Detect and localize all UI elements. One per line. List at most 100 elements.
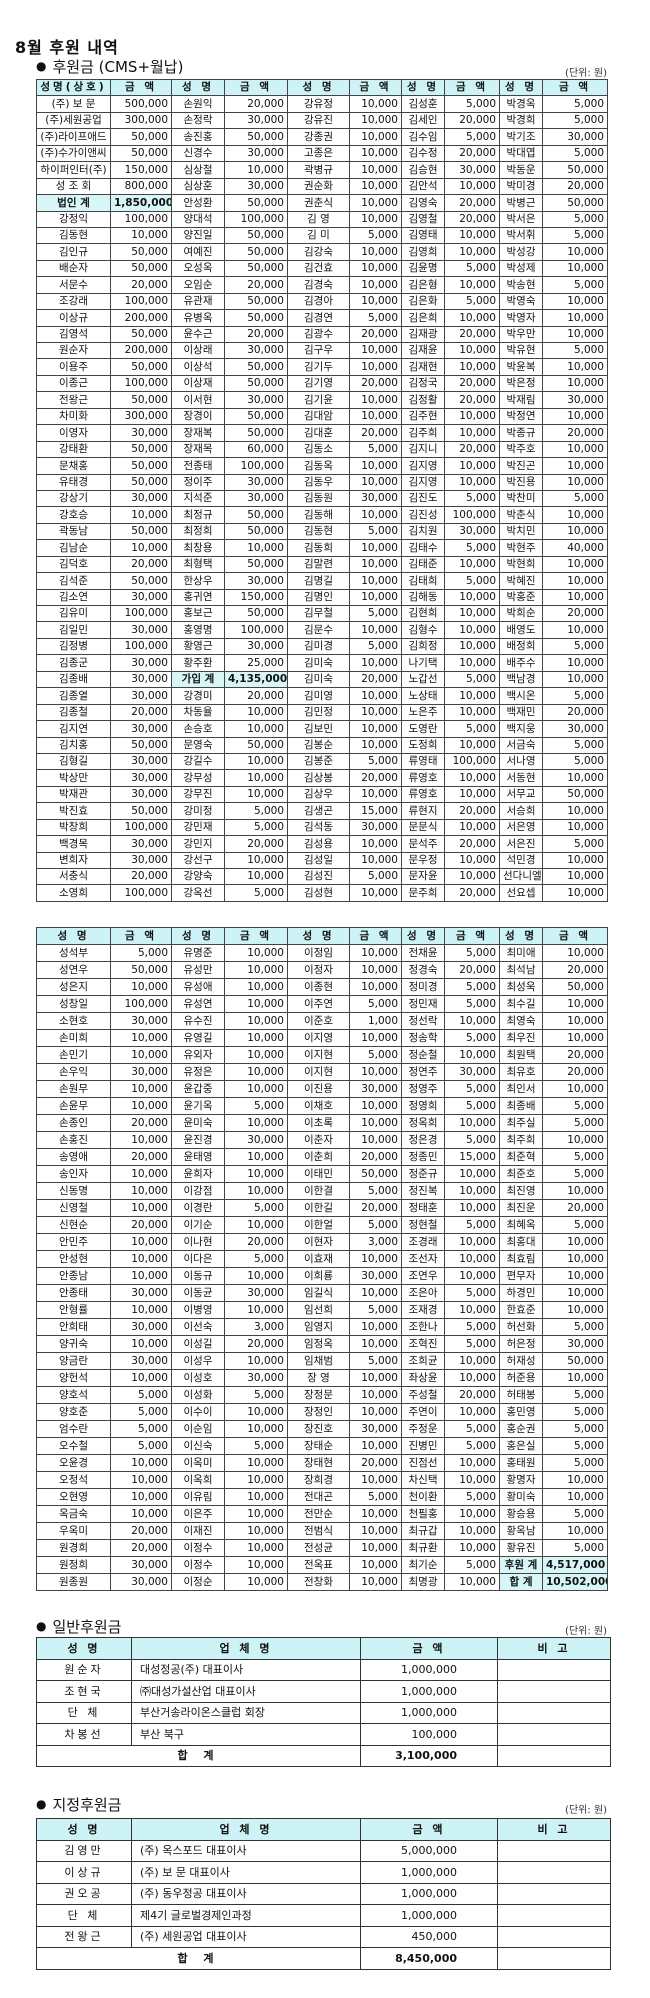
donor-name: 최정규 xyxy=(171,506,225,524)
donation-amount: 10,000 xyxy=(349,95,402,113)
donation-amount: 10,000 xyxy=(224,1080,288,1098)
donor-name: 서금숙 xyxy=(499,736,543,754)
column-header: 성 명 xyxy=(171,78,225,97)
donation-amount: 5,000 xyxy=(542,637,608,656)
donor-name: 이옥희 xyxy=(171,1471,225,1489)
donor-name: 이지현 xyxy=(287,1046,350,1064)
donation-amount: 800,000 xyxy=(110,177,172,196)
donor-name: 손원무 xyxy=(36,1080,111,1098)
donor-name: 김동우 xyxy=(287,473,350,491)
donation-amount: 20,000 xyxy=(444,961,500,979)
donation-amount: 10,000 xyxy=(349,210,402,228)
table-row: 김지연 30,000 손승호 10,000 김보민 10,000 도영란 5,000 백지웅 30… xyxy=(36,720,608,738)
donor-name: 배순자 xyxy=(36,259,111,278)
donation-amount: 100,000 xyxy=(110,884,172,902)
page-title: 8월 후원 내역 xyxy=(15,38,119,57)
table-row: 강호승 10,000 최정규 50,000 김동해 10,000 김진성 100,000 박춘식… xyxy=(36,506,608,524)
donor-name: 신경수 xyxy=(171,144,225,163)
donor-name: 김현희 xyxy=(401,604,445,623)
donor-name: 이태민 xyxy=(287,1165,350,1183)
table-row: 안종태 30,000 이동균 30,000 임길식 10,000 조은아 5,000 하경민 10… xyxy=(36,1284,608,1302)
donation-amount: 10,000 xyxy=(349,194,402,212)
donation-amount: 10,000 xyxy=(224,961,288,979)
donor-name: 노은주 xyxy=(401,703,445,722)
donation-amount: 20,000 xyxy=(349,374,402,393)
table-row: 송영애 20,000 윤태영 10,000 이춘희 20,000 정종민 15,000 최준혁 5… xyxy=(36,1148,608,1166)
donation-amount: 10,000 xyxy=(110,506,172,524)
donor-name: 성창일 xyxy=(36,995,111,1013)
donor-name: 강민지 xyxy=(171,835,225,853)
donor-name: 곽병규 xyxy=(287,161,350,179)
donor-name: 원경희 xyxy=(36,1539,111,1557)
donation-amount: 10,000 xyxy=(224,1301,288,1319)
donor-name: 한효준 xyxy=(499,1301,543,1319)
donor-name: 서승희 xyxy=(499,802,543,820)
table-row: 안종남 10,000 이동규 10,000 이희룡 30,000 조연우 10,000 편무자 1… xyxy=(36,1267,608,1285)
subtotal-label: 합 계 xyxy=(499,1573,543,1591)
donor-name: 강양숙 xyxy=(171,867,225,886)
donor-name: 신영철 xyxy=(36,1199,111,1217)
donor-name: 석민경 xyxy=(499,851,543,870)
donor-name: 김광수 xyxy=(287,325,350,344)
donation-amount: 25,000 xyxy=(224,654,288,672)
donor-name: 김동옥 xyxy=(287,457,350,475)
donor-name: 윤갑중 xyxy=(171,1080,225,1098)
table-row: 김종철 20,000 차동율 10,000 김민정 10,000 노은주 10,000 백재민 2… xyxy=(36,703,608,722)
donor-name: 안성현 xyxy=(36,1250,111,1268)
donation-amount: 10,000 xyxy=(542,851,608,870)
donation-amount: 30,000 xyxy=(224,489,288,508)
donor-name: 하경민 xyxy=(499,1284,543,1302)
donation-amount: 10,000 xyxy=(542,506,608,524)
donation-amount: 5,000 xyxy=(444,292,500,311)
remarks xyxy=(497,1925,611,1948)
donor-name: 이옥미 xyxy=(171,1454,225,1472)
donation-amount: 30,000 xyxy=(542,128,608,146)
donation-amount: 50,000 xyxy=(110,802,172,820)
donation-amount: 5,000 xyxy=(444,539,500,557)
donor-name: 주연이 xyxy=(401,1403,445,1421)
designated-heading-text: 지정후원금 xyxy=(52,1796,122,1814)
donor-name: 이다은 xyxy=(171,1250,225,1268)
donation-amount: 150,000 xyxy=(224,588,288,607)
table-row: 김종열 30,000 강경미 20,000 김미영 10,000 노상태 10,000 백시온 5… xyxy=(36,687,608,705)
donation-amount: 5,000 xyxy=(224,1250,288,1268)
donor-name: 윤기옥 xyxy=(171,1097,225,1115)
column-header: 금 액 xyxy=(224,927,288,945)
total-amount: 3,100,000 xyxy=(360,1744,498,1767)
donation-amount: 50,000 xyxy=(224,259,288,278)
donation-amount: 10,000 xyxy=(110,1097,172,1115)
table-row: 김정병 100,000 황영근 30,000 김미경 5,000 김희정 10,000 배정희 5… xyxy=(36,637,608,656)
donation-amount: 10,000 xyxy=(224,539,288,557)
donor-name: 조은아 xyxy=(401,1284,445,1302)
donation-amount: 30,000 xyxy=(349,1267,402,1285)
donor-name: 이영자 xyxy=(36,424,111,442)
donor-name: 김정병 xyxy=(36,637,111,656)
donor-name: 서나영 xyxy=(499,752,543,771)
donation-amount: 10,000 xyxy=(349,243,402,261)
donor-name: 김건효 xyxy=(287,259,350,278)
table-row: 곽동남 50,000 최정희 50,000 김동현 5,000 김치원 30,000 박치민 10… xyxy=(36,522,608,541)
donation-amount: 10,000 xyxy=(349,161,402,179)
donation-amount: 10,000 xyxy=(542,1233,608,1251)
donation-amount: 10,000 xyxy=(444,1352,500,1370)
donor-name: 최규갑 xyxy=(401,1522,445,1540)
donor-name: 이성화 xyxy=(171,1386,225,1404)
donor-name: 원정희 xyxy=(36,1556,111,1574)
donation-amount: 10,000 xyxy=(224,851,288,870)
donation-amount: 10,000 xyxy=(444,1454,500,1472)
donation-amount: 10,000 xyxy=(444,309,500,327)
donation-amount: 1,000,000 xyxy=(360,1882,498,1905)
table-row: 박상만 30,000 강무성 10,000 김상봉 20,000 류영호 10,000 서동현 1… xyxy=(36,769,608,787)
donor-name: 최홍대 xyxy=(499,1233,543,1251)
donation-amount: 10,000 xyxy=(444,1573,500,1591)
donation-amount: 10,000 xyxy=(110,1267,172,1285)
donor-name: 김강숙 xyxy=(287,243,350,261)
donation-amount: 5,000 xyxy=(542,1386,608,1404)
donor-name: 강무진 xyxy=(171,785,225,804)
table-row: 김일민 30,000 홍영명 100,000 김문수 10,000 김형수 10,000 배영도… xyxy=(36,621,608,639)
donation-amount: 10,000 xyxy=(110,1471,172,1489)
donor-name: 박찬미 xyxy=(499,489,543,508)
donor-name: 허선화 xyxy=(499,1318,543,1336)
donation-amount: 10,000 xyxy=(542,309,608,327)
